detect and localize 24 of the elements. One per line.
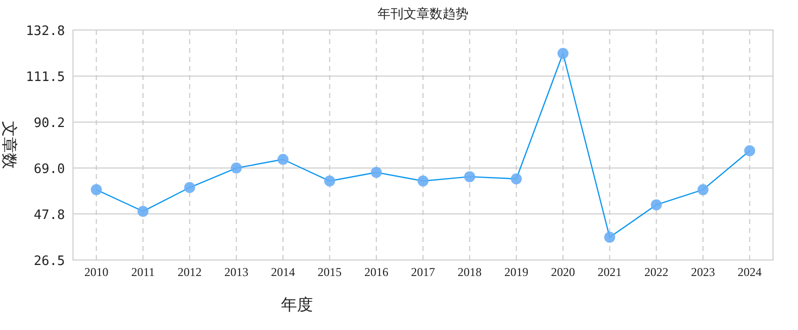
x-tick-label: 2020 — [551, 265, 575, 279]
y-axis-title: 文章数 — [0, 121, 18, 169]
x-tick-label: 2015 — [318, 265, 342, 279]
x-tick-label: 2022 — [644, 265, 668, 279]
x-tick-label: 2016 — [364, 265, 388, 279]
x-tick-label: 2011 — [131, 265, 155, 279]
chart-title: 年刊文章数趋势 — [378, 6, 468, 21]
x-tick-label: 2013 — [224, 265, 248, 279]
x-tick-label: 2010 — [84, 265, 108, 279]
x-tick-label: 2014 — [271, 265, 295, 279]
y-tick-label: 111.5 — [26, 70, 65, 86]
x-tick-label: 2012 — [178, 265, 202, 279]
x-tick-label: 2019 — [504, 265, 528, 279]
y-tick-label: 69.0 — [34, 162, 65, 178]
x-tick-label: 2018 — [458, 265, 482, 279]
x-tick-label: 2017 — [411, 265, 435, 279]
y-tick-label: 26.5 — [34, 254, 65, 269]
y-tick-label: 47.8 — [34, 208, 65, 223]
x-tick-label: 2021 — [598, 265, 622, 279]
x-axis-title: 年度 — [281, 296, 313, 314]
x-tick-label: 2023 — [691, 265, 715, 279]
y-tick-label: 90.2 — [34, 116, 65, 132]
y-tick-label: 132.8 — [26, 24, 65, 39]
x-tick-label: 2024 — [738, 265, 762, 279]
